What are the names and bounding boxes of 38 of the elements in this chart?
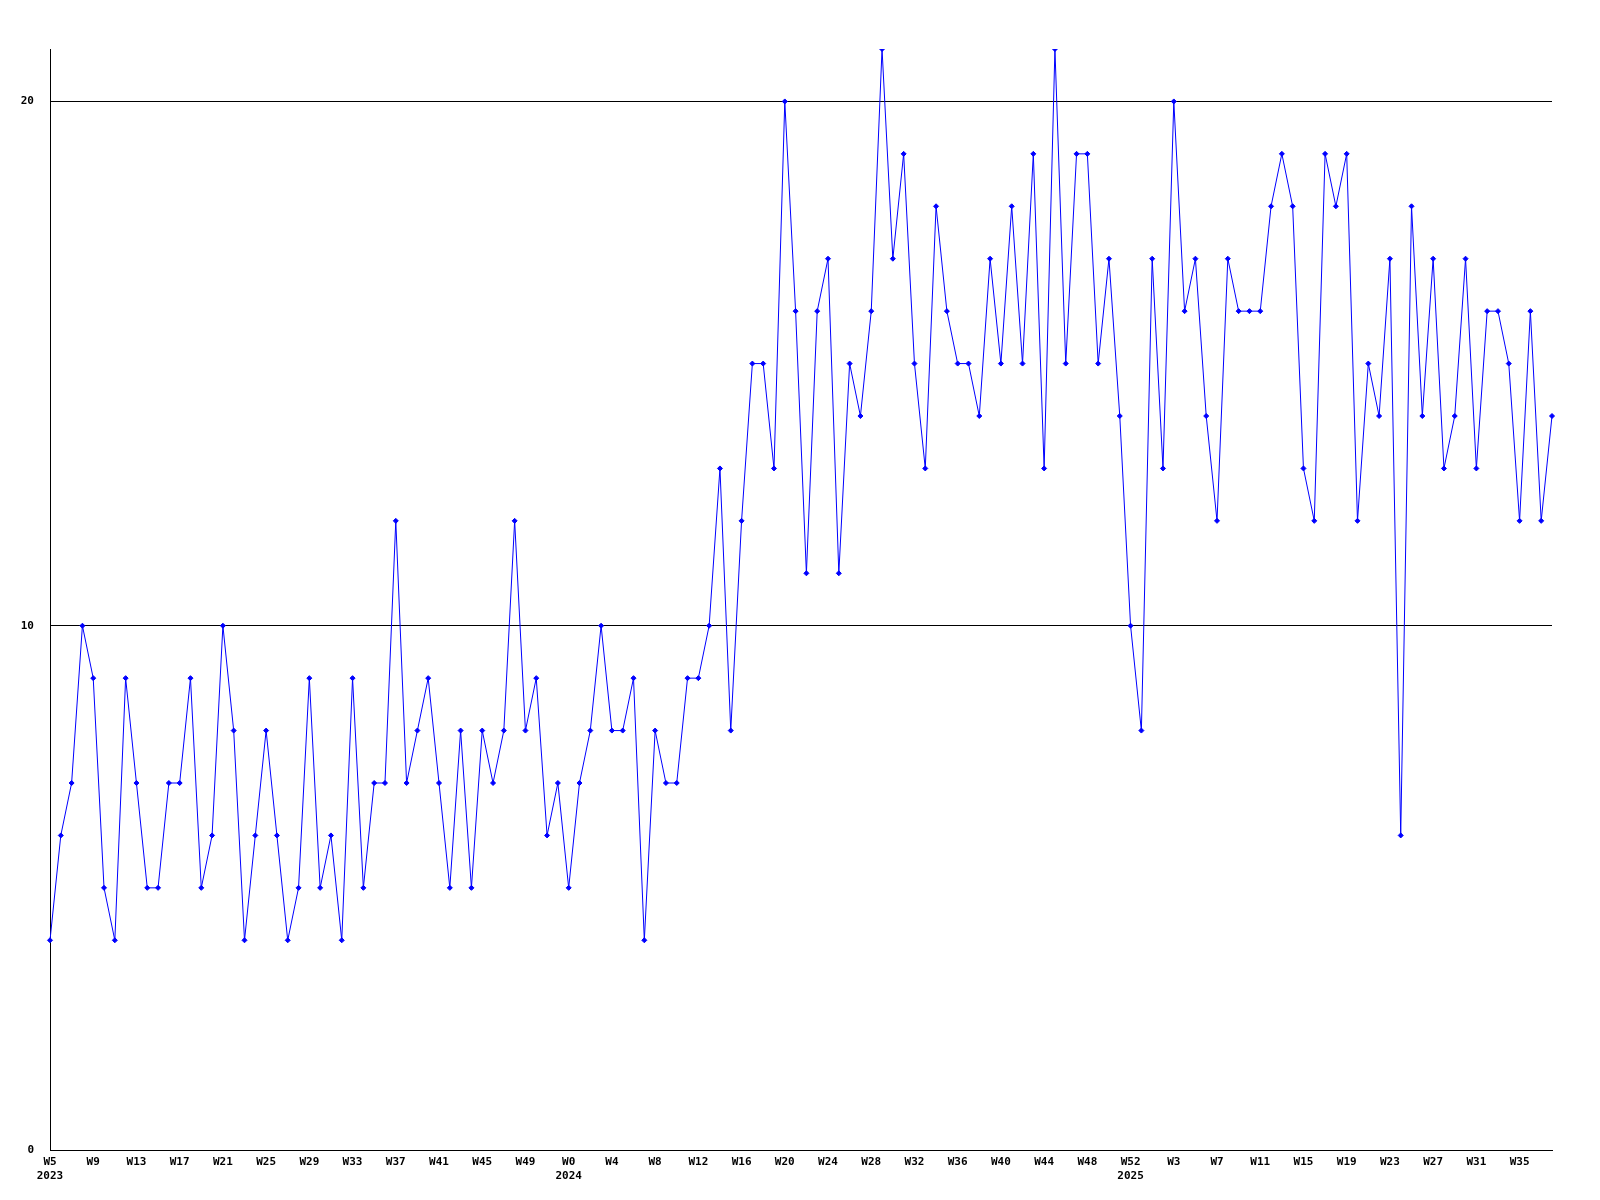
x-tick-label: W25 [256, 1155, 277, 1169]
x-tick-label: W37 [385, 1155, 406, 1169]
x-tick-label: W11 [1250, 1155, 1271, 1169]
x-tick-label: W4 [605, 1155, 619, 1169]
x-tick-label: W17 [169, 1155, 190, 1169]
x-tick-label: W28 [861, 1155, 882, 1169]
x-tick-label: W8 [648, 1155, 662, 1169]
x-tick-label: W19 [1336, 1155, 1357, 1169]
x-tick-label: W45 [472, 1155, 493, 1169]
x-tick-label: W9 [86, 1155, 100, 1169]
x-tick-label: W13 [126, 1155, 147, 1169]
x-tick-label: W49 [515, 1155, 536, 1169]
x-tick-label: W3 [1167, 1155, 1181, 1169]
x-tick-label: W33 [342, 1155, 363, 1169]
y-tick-label: 20 [20, 94, 34, 108]
x-tick-label: W16 [731, 1155, 752, 1169]
x-tick-label: W24 [818, 1155, 839, 1169]
x-tick-label: W32 [904, 1155, 925, 1169]
x-tick-label: W48 [1077, 1155, 1098, 1169]
x-tick-label: W36 [947, 1155, 968, 1169]
y-tick-label: 10 [20, 618, 34, 632]
x-tick-label: W40 [990, 1155, 1011, 1169]
x-tick-label: W21 [212, 1155, 234, 1169]
x-tick-label: W41 [429, 1155, 450, 1169]
y-tick-label: 0 [27, 1142, 34, 1156]
x-tick-label: W44 [1034, 1155, 1055, 1169]
x-tick-label: W7 [1210, 1155, 1224, 1169]
x-tick-label: W0 2024 [555, 1155, 583, 1182]
x-tick-label: W27 [1423, 1155, 1444, 1169]
x-tick-label: W35 [1509, 1155, 1530, 1169]
x-tick-label: W52 2025 [1117, 1155, 1144, 1182]
x-tick-label: W5 2023 [36, 1155, 64, 1182]
x-tick-label: W20 [774, 1155, 795, 1169]
x-tick-label: W23 [1379, 1155, 1400, 1169]
x-tick-label: W31 [1466, 1155, 1487, 1169]
x-tick-label: W29 [299, 1155, 320, 1169]
x-tick-label: W15 [1293, 1155, 1314, 1169]
x-tick-label: W12 [688, 1155, 709, 1169]
